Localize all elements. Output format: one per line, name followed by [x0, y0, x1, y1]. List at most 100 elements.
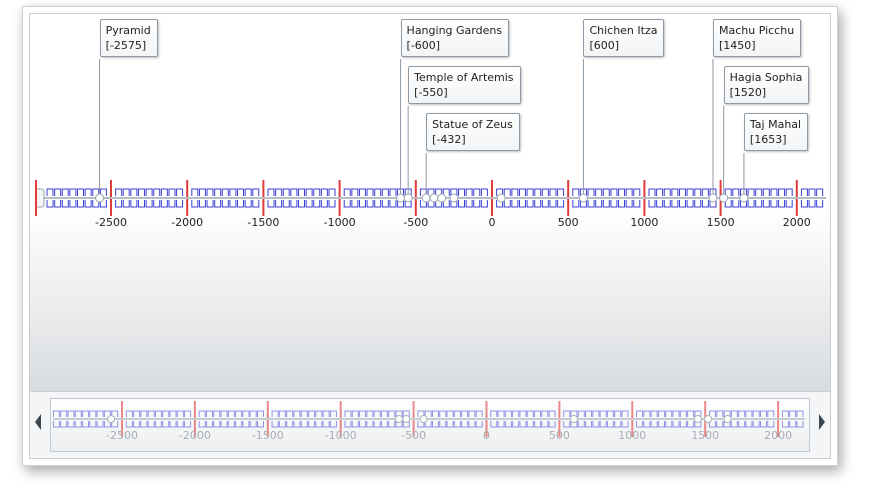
navigator-axis-label: 0: [483, 429, 490, 442]
minor-tick: [778, 188, 786, 208]
event-marker: [421, 193, 431, 203]
minor-tick: [724, 188, 732, 208]
navigator-axis-label: -500: [401, 429, 427, 442]
minor-tick: [549, 188, 557, 208]
minor-tick: [417, 410, 425, 428]
minor-tick: [293, 410, 301, 428]
minor-tick: [585, 410, 593, 428]
event-year: [-2575]: [105, 39, 147, 52]
minor-tick: [282, 188, 290, 208]
minor-tick: [343, 188, 351, 208]
minor-tick: [599, 410, 607, 428]
event-callout[interactable]: Taj Mahal [1653]: [743, 113, 809, 151]
minor-tick: [242, 410, 250, 428]
minor-tick: [125, 410, 133, 428]
minor-tick: [366, 410, 374, 428]
minor-tick: [621, 410, 629, 428]
minor-tick: [184, 410, 192, 428]
minor-tick: [89, 410, 97, 428]
event-year: [-432]: [432, 133, 466, 146]
event-year: [1520]: [729, 86, 767, 99]
navigator-ticks: [52, 401, 805, 437]
minor-tick: [249, 410, 257, 428]
event-callout[interactable]: Statue of Zeus [-432]: [426, 113, 520, 151]
axis-label: -1500: [247, 216, 280, 229]
minor-tick: [643, 410, 651, 428]
minor-tick: [271, 410, 279, 428]
minor-tick: [577, 410, 585, 428]
event-callout[interactable]: Machu Picchu [1450]: [712, 19, 802, 57]
event-year: [-600]: [406, 39, 441, 52]
minor-tick: [672, 410, 680, 428]
minor-tick: [679, 188, 686, 208]
minor-tick: [610, 188, 618, 208]
minor-tick: [198, 188, 206, 208]
minor-tick: [760, 410, 768, 428]
event-callout[interactable]: Hanging Gardens [-600]: [400, 19, 510, 57]
navigator-axis-label: -1000: [324, 429, 357, 442]
minor-tick: [503, 188, 511, 208]
minor-tick: [570, 410, 578, 428]
event-marker: [403, 193, 413, 203]
minor-tick: [205, 410, 213, 428]
minor-tick: [679, 410, 687, 428]
minor-tick: [298, 188, 305, 208]
minor-tick: [220, 410, 228, 428]
navigator-axis-label: 1000: [618, 429, 647, 442]
minor-tick: [541, 410, 549, 428]
minor-tick: [461, 410, 469, 428]
navigator-track[interactable]: -2500 -2000 -1500 -1000 -500 0 500 1000 1500 2000: [50, 398, 810, 452]
navigator-event-marker: [419, 415, 428, 423]
minor-tick: [442, 188, 450, 208]
minor-tick: [468, 410, 476, 428]
event-callout[interactable]: Chichen Itza [600]: [583, 19, 665, 57]
minor-tick: [373, 410, 381, 428]
scroll-right-icon[interactable]: [819, 414, 825, 430]
event-callout[interactable]: Hagia Sophia [1520]: [723, 66, 810, 104]
minor-tick: [374, 188, 382, 208]
minor-tick: [563, 410, 571, 428]
event-callout[interactable]: Pyramid [-2575]: [99, 19, 158, 57]
minor-tick: [322, 410, 330, 428]
event-marker: [449, 193, 459, 203]
axis-label: -2000: [171, 216, 204, 229]
minor-tick: [431, 410, 439, 428]
scroll-left-icon[interactable]: [35, 414, 41, 430]
minor-tick: [267, 188, 275, 208]
minor-tick: [446, 410, 454, 428]
axis-label: 1500: [706, 216, 735, 229]
minor-tick: [557, 188, 565, 208]
minor-tick: [716, 410, 724, 428]
event-callout[interactable]: Temple of Artemis [-550]: [408, 66, 521, 104]
timeline-navigator[interactable]: -2500 -2000 -1500 -1000 -500 0 500 1000 1500 2000: [29, 391, 831, 459]
minor-tick: [490, 410, 498, 428]
minor-tick: [475, 410, 483, 428]
event-name: Machu Picchu: [718, 24, 795, 37]
minor-tick: [767, 410, 775, 428]
minor-tick: [313, 188, 321, 208]
minor-tick: [730, 410, 738, 428]
event-marker: [437, 193, 447, 203]
minor-tick: [534, 188, 542, 208]
minor-tick: [77, 188, 85, 208]
minor-tick: [504, 410, 512, 428]
minor-tick: [191, 188, 199, 208]
minor-tick: [602, 188, 610, 208]
minor-tick: [54, 188, 62, 208]
timeline-main-view[interactable]: Pyramid [-2575] Hanging Gardens [-600] Templ…: [29, 13, 831, 392]
event-name: Pyramid: [105, 24, 151, 37]
navigator-axis-label: 2000: [764, 429, 793, 442]
minor-tick: [511, 188, 519, 208]
range-handle-left: [35, 188, 45, 208]
minor-tick: [221, 188, 229, 208]
navigator-axis-label: -2000: [178, 429, 211, 442]
axis-label: -500: [403, 216, 429, 229]
minor-tick: [366, 188, 374, 208]
minor-tick: [796, 410, 804, 428]
navigator-axis-label: 1500: [691, 429, 720, 442]
minor-tick: [762, 188, 770, 208]
minor-tick: [140, 410, 148, 428]
minor-tick: [111, 410, 119, 428]
minor-tick: [229, 188, 237, 208]
minor-tick: [747, 188, 755, 208]
